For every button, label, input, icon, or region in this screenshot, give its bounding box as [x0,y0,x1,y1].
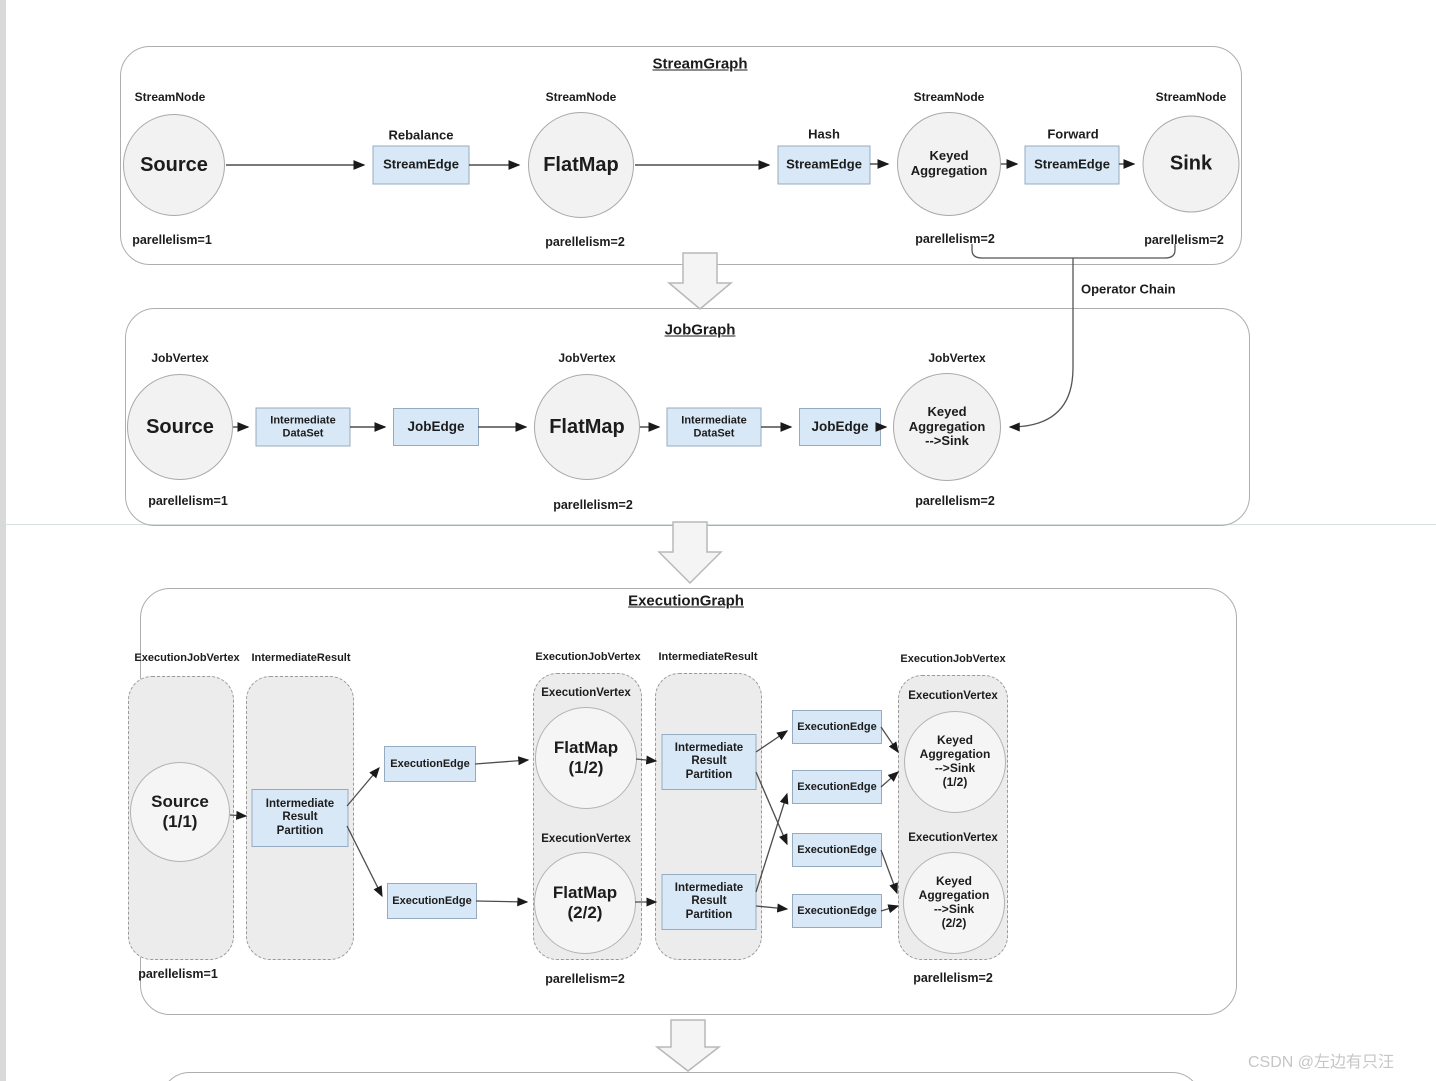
stream-edge-box-forward: StreamEdge [1024,145,1120,185]
parallelism-source: parellelism=1 [132,233,212,247]
execution-edge-box-2: ExecutionEdge [792,770,882,804]
streamnode-label-keyed: StreamNode [913,90,985,104]
intermediate-result-partition-box-2: Intermediate Result Partition [661,734,757,790]
intermediate-result-partition-box-1: Intermediate Result Partition [251,789,349,847]
intermediate-dataset-box-1: Intermediate DataSet [255,407,351,447]
parallelism-exec-keyed: parellelism=2 [913,971,993,985]
execution-edge-box-4: ExecutionEdge [792,894,882,928]
execution-edge-box-b: ExecutionEdge [387,883,477,919]
streamnode-label-sink: StreamNode [1155,90,1227,104]
parallelism-keyed: parellelism=2 [915,232,995,246]
job-edge-box-2: JobEdge [799,408,881,446]
operator-chain-label: Operator Chain [1081,281,1176,297]
jobvertex-label-keyed: JobVertex [928,351,986,365]
execution-node-flatmap1: FlatMap (1/2) [535,707,637,809]
execjobvertex-label-3: ExecutionJobVertex [900,653,1006,665]
down-arrow-3 [654,1019,722,1072]
jobgraph-title: JobGraph [664,321,736,339]
streamnode-label-source: StreamNode [134,90,206,104]
intermediate-result-partition-box-3: Intermediate Result Partition [661,874,757,930]
execution-edge-box-3: ExecutionEdge [792,833,882,867]
execvertex-label-flatmap1: ExecutionVertex [541,687,631,699]
hash-label: Hash [808,126,840,142]
intermediate-dataset-box-2: Intermediate DataSet [666,407,762,447]
execvertex-label-flatmap2: ExecutionVertex [541,833,631,845]
stream-node-sink: Sink [1142,115,1240,213]
execution-node-keyed2: Keyed Aggregation -->Sink (2/2) [903,852,1005,954]
execution-edge-box-a: ExecutionEdge [384,746,476,782]
parallelism-job-source: parellelism=1 [148,494,228,508]
execution-node-flatmap2: FlatMap (2/2) [534,852,636,954]
execjobvertex-label-2: ExecutionJobVertex [535,651,641,663]
parallelism-sink: parellelism=2 [1144,233,1224,247]
streamgraph-title: StreamGraph [652,55,748,73]
job-vertex-flatmap: FlatMap [534,374,640,480]
watermark: CSDN @左边有只汪 [1248,1054,1395,1071]
stream-node-flatmap: FlatMap [528,112,634,218]
parallelism-flatmap: parellelism=2 [545,235,625,249]
physical-graph-container [160,1072,1202,1081]
executiongraph-title: ExecutionGraph [628,592,744,610]
job-vertex-keyed-sink: Keyed Aggregation -->Sink [893,373,1001,481]
parallelism-job-flatmap: parellelism=2 [553,498,633,512]
stream-node-source: Source [123,114,225,216]
execjobvertex-label-1: ExecutionJobVertex [134,652,240,664]
job-vertex-source: Source [127,374,233,480]
down-arrow-2 [657,521,723,585]
intermediateresult-label-2: IntermediateResult [658,651,758,663]
page-edge-strip [0,0,6,1081]
streamnode-label-flatmap: StreamNode [545,90,617,104]
execution-edge-box-1: ExecutionEdge [792,710,882,744]
execvertex-label-keyed2: ExecutionVertex [908,832,998,844]
parallelism-exec-source: parellelism=1 [138,967,218,981]
stream-edge-box-hash: StreamEdge [777,145,871,185]
intermediateresult-label-1: IntermediateResult [251,652,351,664]
jobvertex-label-flatmap: JobVertex [558,351,616,365]
parallelism-exec-flatmap: parellelism=2 [545,972,625,986]
parallelism-job-keyed: parellelism=2 [915,494,995,508]
jobvertex-label-source: JobVertex [151,351,209,365]
execvertex-label-keyed1: ExecutionVertex [908,690,998,702]
forward-label: Forward [1047,126,1099,142]
execution-node-source: Source (1/1) [130,762,230,862]
execution-node-keyed1: Keyed Aggregation -->Sink (1/2) [904,711,1006,813]
job-edge-box-1: JobEdge [393,408,479,446]
stream-edge-box-rebalance: StreamEdge [372,145,470,185]
rebalance-label: Rebalance [388,127,454,143]
stream-node-keyed-aggregation: Keyed Aggregation [897,112,1001,216]
